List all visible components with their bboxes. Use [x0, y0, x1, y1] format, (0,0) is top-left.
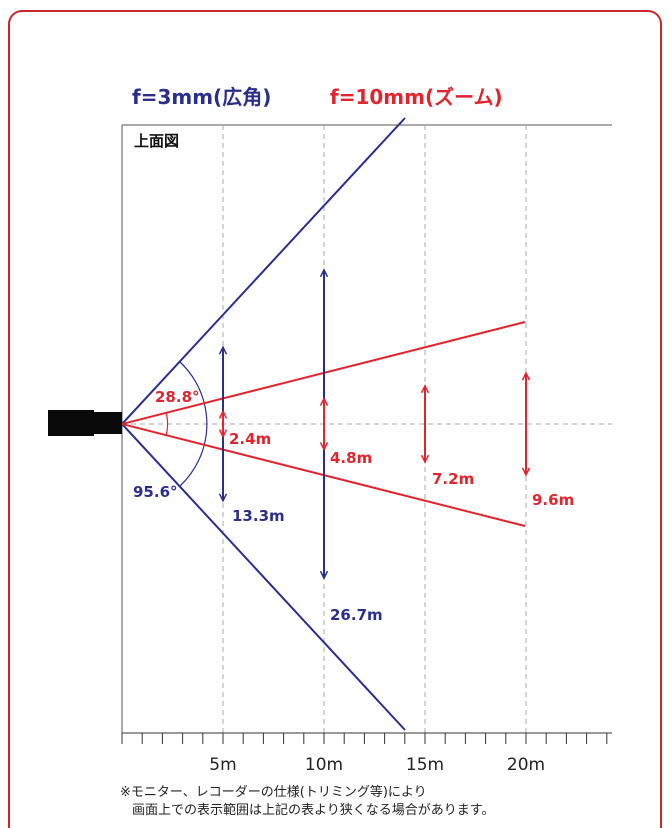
zoom-width-label: 7.2m — [432, 470, 474, 488]
camera-body — [48, 410, 94, 436]
note-line-1: ※モニター、レコーダーの仕様(トリミング等)により — [120, 785, 427, 800]
arrow-head-top — [218, 409, 228, 419]
grid-lines — [222, 125, 527, 733]
axis-tick-label: 20m — [507, 755, 545, 775]
zoom-angle-label: 28.8° — [155, 388, 200, 406]
wide-angle-arc — [179, 361, 208, 487]
outer-frame — [8, 10, 662, 828]
wide-cone-upper-edge — [121, 117, 406, 425]
zoom-width-label: 4.8m — [330, 449, 372, 467]
arrow-head-bottom — [319, 570, 329, 580]
note-line-2: 画面上での表示範囲は上記の表より狭くなる場合があります。 — [132, 803, 495, 818]
camera-lens-icon — [94, 412, 122, 434]
arrow-head-bottom — [218, 429, 228, 439]
wide-heading: f=3mm(広角) — [132, 85, 271, 109]
arrow-head-top — [218, 345, 228, 355]
arrow-head-top — [420, 384, 430, 394]
wide-width-label: 26.7m — [330, 606, 383, 624]
axis-labels: 5m 10m 15m 20m — [209, 755, 545, 775]
zoom-width-markers: 2.4m 4.8m 7.2m 9.6m — [218, 371, 574, 509]
wide-width-label: 13.3m — [232, 507, 285, 525]
arrow-head-top — [319, 268, 329, 278]
axis-tick-label: 5m — [209, 755, 236, 775]
arrow-head-top — [521, 371, 531, 381]
arrow-head-bottom — [420, 454, 430, 464]
wide-cone-lower-edge — [121, 423, 406, 731]
wide-angle-label: 95.6° — [133, 483, 178, 501]
arrow-head-bottom — [521, 467, 531, 477]
minor-ticks — [121, 733, 608, 744]
axis-tick-label: 10m — [305, 755, 343, 775]
view-label: 上面図 — [134, 132, 179, 150]
arrow-head-top — [319, 396, 329, 406]
zoom-width-label: 9.6m — [532, 491, 574, 509]
zoom-angle-arc — [165, 411, 169, 437]
arrow-head-bottom — [218, 493, 228, 503]
arrow-head-bottom — [319, 442, 329, 452]
zoom-width-label: 2.4m — [229, 430, 271, 448]
zoom-heading: f=10mm(ズーム) — [330, 85, 503, 109]
axis-tick-label: 15m — [406, 755, 444, 775]
